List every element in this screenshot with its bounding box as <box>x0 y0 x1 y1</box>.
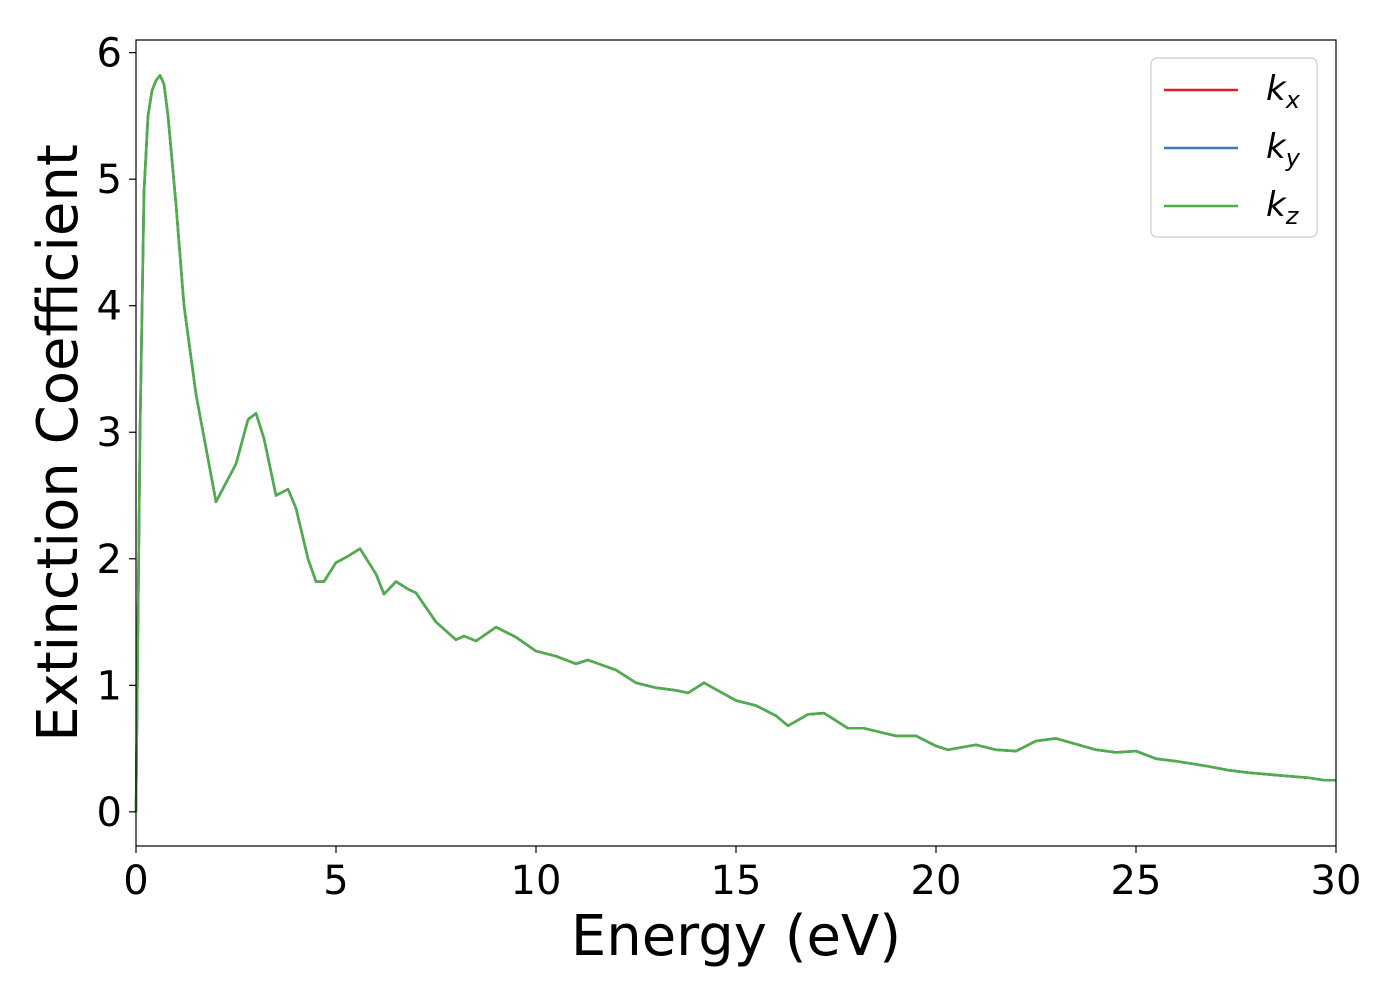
y-tick-label: 4 <box>97 284 122 330</box>
legend-label-x: kx <box>1266 69 1301 114</box>
x-axis-ticks: 0 5 10 15 20 25 30 <box>123 846 1361 904</box>
plot-lines <box>134 74 1336 812</box>
y-tick-label: 5 <box>97 157 122 203</box>
y-tick-label: 2 <box>97 537 122 583</box>
x-tick-label: 25 <box>1111 858 1162 904</box>
x-tick-label: 0 <box>123 858 148 904</box>
x-axis-label: Energy (eV) <box>571 904 901 969</box>
x-tick-label: 10 <box>511 858 562 904</box>
legend-label-z: kz <box>1266 185 1300 230</box>
y-tick-label: 0 <box>97 790 122 836</box>
series-line-z <box>134 74 1336 812</box>
y-tick-label: 3 <box>97 410 122 456</box>
x-tick-label: 30 <box>1311 858 1362 904</box>
x-tick-label: 15 <box>711 858 762 904</box>
y-tick-label: 1 <box>97 663 122 709</box>
x-tick-label: 5 <box>323 858 348 904</box>
legend: kx ky kz <box>1150 57 1318 238</box>
legend-label-y: ky <box>1266 127 1301 172</box>
y-tick-label: 6 <box>97 31 122 77</box>
x-tick-label: 20 <box>911 858 962 904</box>
y-axis-label: Extinction Coefficient <box>26 144 91 742</box>
y-axis-ticks: 0 1 2 3 4 5 6 <box>97 31 136 836</box>
